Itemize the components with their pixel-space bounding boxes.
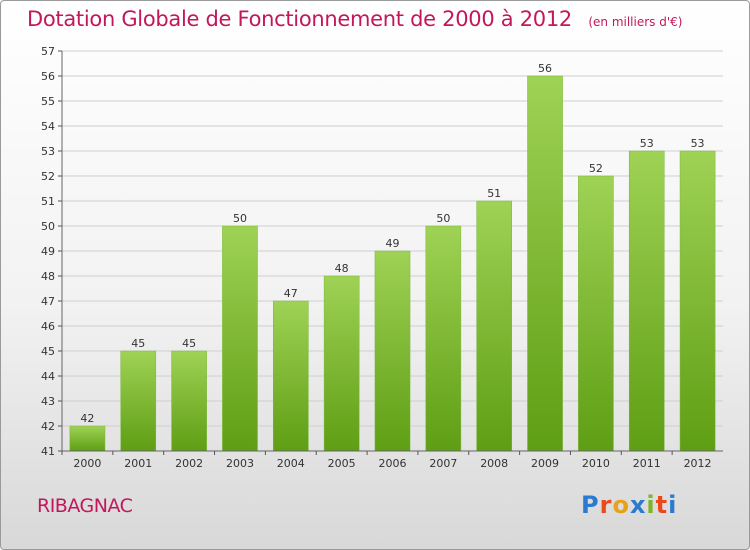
y-tick-label: 46 bbox=[41, 320, 55, 333]
data-label-2009: 56 bbox=[538, 62, 552, 75]
x-tick-label-2010: 2010 bbox=[582, 457, 610, 470]
y-tick-label: 53 bbox=[41, 145, 55, 158]
x-tick-label-2012: 2012 bbox=[684, 457, 712, 470]
x-tick-label-2000: 2000 bbox=[73, 457, 101, 470]
data-label-2008: 51 bbox=[487, 187, 501, 200]
y-tick-label: 57 bbox=[41, 45, 55, 58]
y-tick-label: 45 bbox=[41, 345, 55, 358]
chart-title: Dotation Globale de Fonctionnement de 20… bbox=[27, 7, 682, 31]
x-tick-label-2006: 2006 bbox=[379, 457, 407, 470]
x-tick-label-2011: 2011 bbox=[633, 457, 661, 470]
data-label-2007: 50 bbox=[436, 212, 450, 225]
chart-title-text: Dotation Globale de Fonctionnement de 20… bbox=[27, 7, 572, 31]
bar-2004 bbox=[273, 300, 309, 452]
data-label-2004: 47 bbox=[284, 287, 298, 300]
data-label-2002: 45 bbox=[182, 337, 196, 350]
y-tick-label: 48 bbox=[41, 270, 55, 283]
y-tick-label: 55 bbox=[41, 95, 55, 108]
logo-letter: x bbox=[629, 491, 647, 519]
y-tick-label: 47 bbox=[41, 295, 55, 308]
logo-letter: i bbox=[668, 491, 678, 519]
y-tick-label: 51 bbox=[41, 195, 55, 208]
y-tick-label: 41 bbox=[41, 445, 55, 458]
x-tick-label-2007: 2007 bbox=[429, 457, 457, 470]
bar-2011 bbox=[628, 150, 665, 452]
y-tick-label: 52 bbox=[41, 170, 55, 183]
bars bbox=[69, 75, 716, 452]
data-labels: 42 45 45 50 47 48 49 50 51 56 52 53 53 bbox=[80, 62, 704, 425]
bar-2003 bbox=[222, 225, 258, 452]
data-label-2012: 53 bbox=[691, 137, 705, 150]
y-tick-label: 49 bbox=[41, 245, 55, 258]
bar-2012 bbox=[679, 150, 716, 452]
bar-2005 bbox=[323, 275, 360, 452]
logo-letter: r bbox=[599, 491, 613, 519]
x-tick-label-2004: 2004 bbox=[277, 457, 305, 470]
y-axis: 41 42 43 44 45 46 47 48 49 50 51 52 53 54 55 56 57 bbox=[41, 45, 723, 458]
y-tick-label: 43 bbox=[41, 395, 55, 408]
y-tick-label: 54 bbox=[41, 120, 55, 133]
x-tick-label-2001: 2001 bbox=[124, 457, 152, 470]
bar-2001 bbox=[120, 350, 157, 452]
bar-2002 bbox=[171, 350, 207, 452]
commune-name: RIBAGNAC bbox=[37, 495, 133, 517]
logo-letter: t bbox=[655, 491, 669, 519]
bar-2010 bbox=[578, 175, 614, 452]
y-tick-label: 42 bbox=[41, 420, 55, 433]
x-tick-label-2002: 2002 bbox=[175, 457, 203, 470]
logo-letter: P bbox=[581, 491, 600, 519]
y-tick-label: 56 bbox=[41, 70, 55, 83]
bar-2006 bbox=[374, 250, 411, 452]
chart-unit: (en milliers d'€) bbox=[588, 15, 683, 29]
bar-2009 bbox=[527, 75, 563, 452]
data-label-2000: 42 bbox=[80, 412, 94, 425]
y-tick-label: 44 bbox=[41, 370, 55, 383]
x-axis: 2000 2001 2002 2003 2004 2005 2006 2007 2008 2009… bbox=[61, 451, 712, 470]
bar-2008 bbox=[476, 200, 512, 452]
y-tick-label: 50 bbox=[41, 220, 55, 233]
bar-2000 bbox=[69, 425, 106, 452]
x-tick-label-2009: 2009 bbox=[531, 457, 559, 470]
bar-2007 bbox=[425, 225, 462, 452]
data-label-2006: 49 bbox=[386, 237, 400, 250]
logo-letter: o bbox=[612, 491, 630, 519]
x-tick-label-2003: 2003 bbox=[226, 457, 254, 470]
data-label-2001: 45 bbox=[131, 337, 145, 350]
x-tick-label-2008: 2008 bbox=[480, 457, 508, 470]
data-label-2003: 50 bbox=[233, 212, 247, 225]
logo-letter: i bbox=[646, 491, 656, 519]
data-label-2005: 48 bbox=[335, 262, 349, 275]
data-label-2011: 53 bbox=[640, 137, 654, 150]
proxiti-logo: Proxiti bbox=[581, 491, 691, 523]
data-label-2010: 52 bbox=[589, 162, 603, 175]
x-tick-label-2005: 2005 bbox=[328, 457, 356, 470]
